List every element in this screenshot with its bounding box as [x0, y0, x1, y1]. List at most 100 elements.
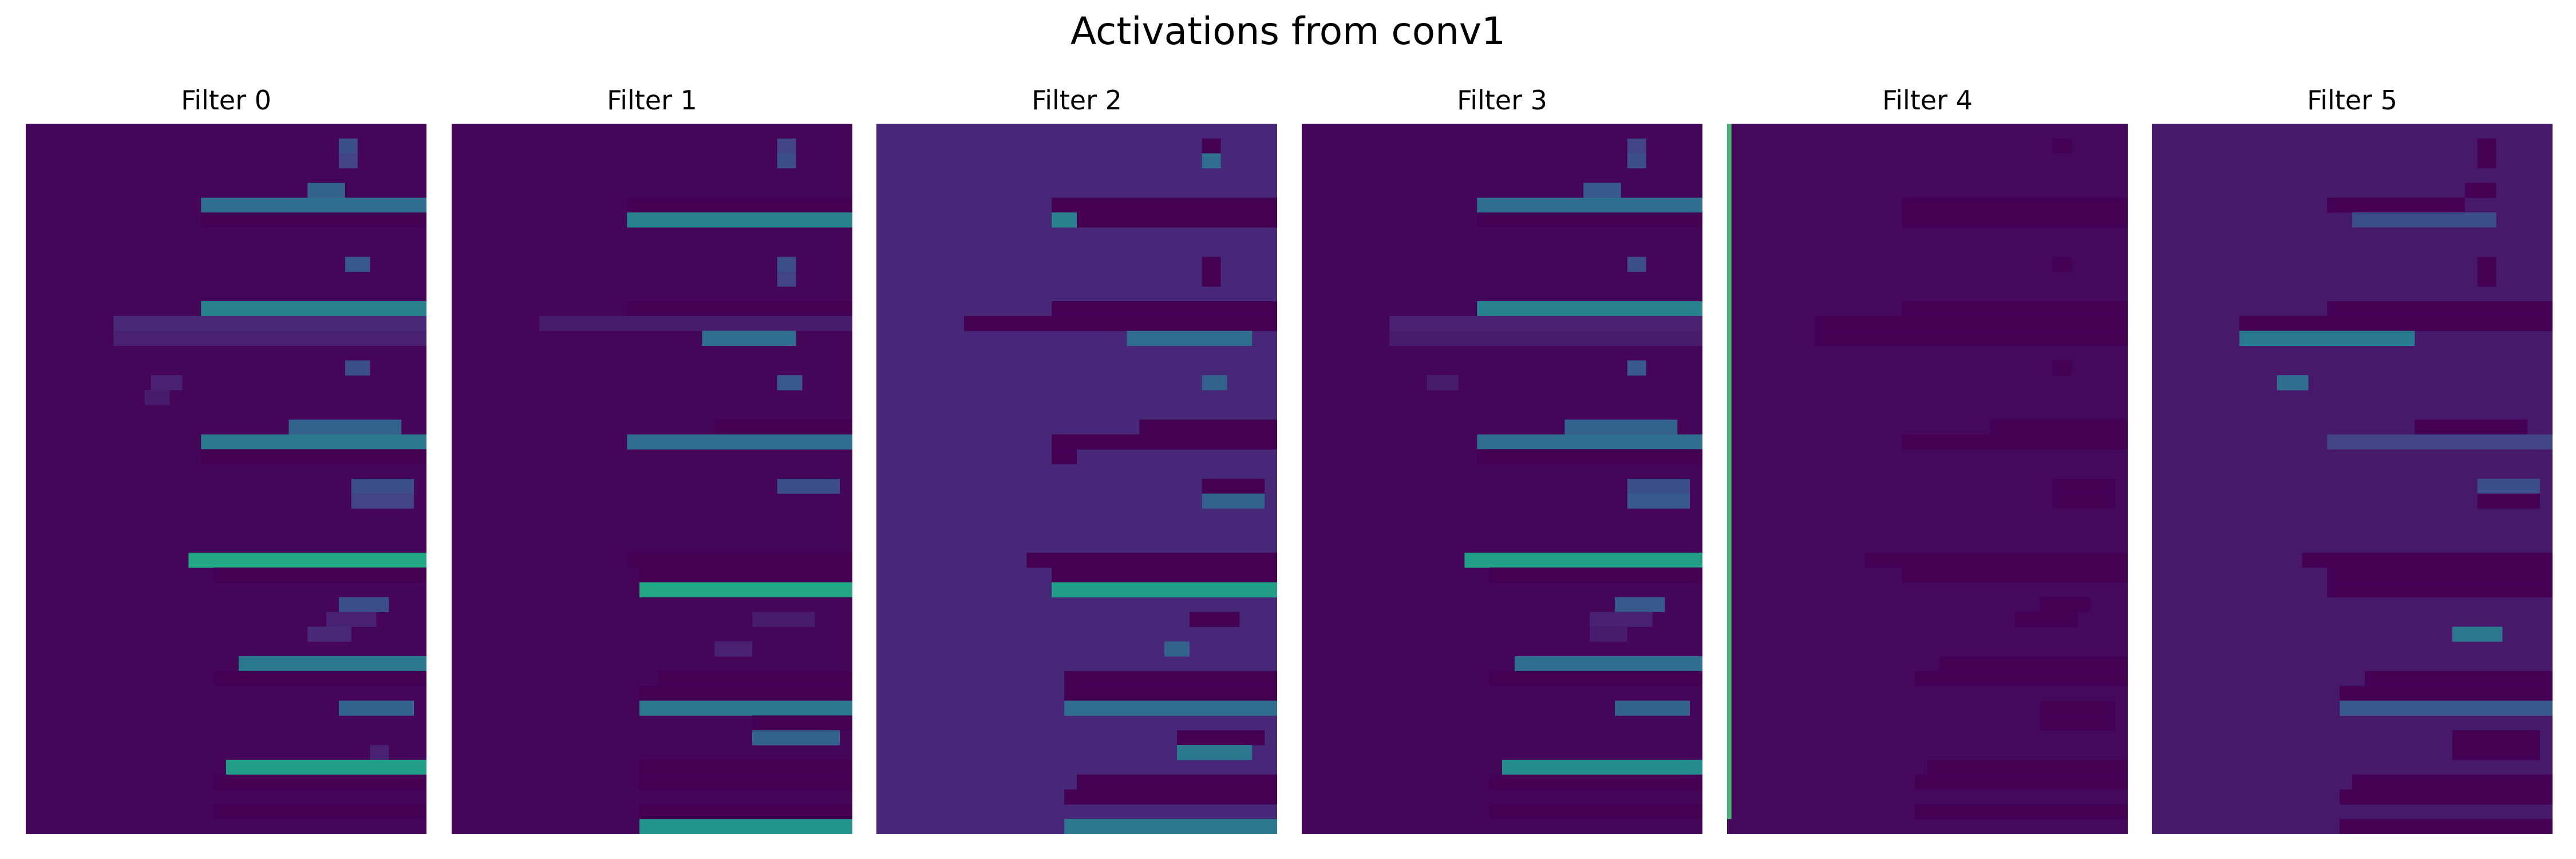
panel-title: Filter 2: [1032, 85, 1122, 116]
activation-band: [338, 138, 358, 154]
activation-band: [113, 316, 426, 332]
activation-band: [338, 700, 414, 716]
activation-band: [1477, 301, 1702, 317]
activation-band: [1815, 316, 2128, 332]
activation-band: [1627, 138, 1646, 154]
activation-band: [2052, 138, 2072, 154]
activation-band: [307, 183, 345, 198]
activation-band: [1202, 138, 1221, 154]
heatmap-image: [1727, 124, 2128, 834]
activation-band: [2464, 183, 2496, 198]
activation-band: [326, 612, 377, 627]
activation-band: [752, 715, 852, 731]
activation-band: [1627, 257, 1646, 272]
activation-band: [1389, 316, 1702, 332]
activation-band: [1077, 774, 1277, 790]
activation-band: [201, 434, 426, 450]
activation-band: [1490, 671, 1702, 687]
activation-band: [1915, 774, 2128, 790]
activation-band: [351, 479, 414, 494]
activation-band: [2327, 301, 2553, 317]
panel-title: Filter 5: [2307, 85, 2397, 116]
activation-band: [2352, 774, 2553, 790]
activation-band: [1052, 212, 1077, 228]
activation-band: [1902, 568, 2128, 583]
activation-band: [1177, 730, 1265, 746]
activation-band: [144, 390, 170, 405]
activation-band: [2327, 568, 2553, 583]
activation-band: [1202, 493, 1265, 509]
activation-band: [1627, 479, 1690, 494]
activation-band: [188, 553, 426, 568]
activation-band: [752, 612, 815, 627]
activation-band: [2452, 730, 2541, 746]
panel-title: Filter 1: [607, 85, 697, 116]
activation-band: [2477, 479, 2541, 494]
activation-band: [639, 700, 852, 716]
activation-band: [1202, 271, 1221, 287]
activation-band: [2340, 789, 2553, 805]
activation-band: [1583, 183, 1621, 198]
activation-band: [214, 568, 426, 583]
activation-band: [351, 493, 414, 509]
activation-band: [151, 375, 183, 391]
activation-band: [1064, 819, 1277, 834]
activation-band: [1902, 301, 2128, 317]
activation-band: [639, 759, 852, 775]
activation-band: [338, 153, 358, 168]
activation-band: [345, 360, 370, 376]
activation-band: [539, 316, 852, 332]
heatmap-image: [876, 124, 1277, 834]
activation-band: [1202, 375, 1227, 391]
activation-band: [2302, 553, 2553, 568]
activation-band: [964, 316, 1277, 332]
activation-band: [777, 271, 796, 287]
panel-title: Filter 3: [1457, 85, 1547, 116]
activation-band: [1464, 553, 1702, 568]
activation-band: [702, 330, 796, 346]
activation-band: [214, 804, 426, 819]
activation-band: [1202, 153, 1221, 168]
activation-band: [714, 641, 752, 657]
activation-band: [1490, 774, 1702, 790]
activation-band: [1052, 198, 1277, 213]
activation-band: [1590, 626, 1627, 642]
activation-band: [2052, 479, 2116, 494]
activation-band: [2052, 493, 2116, 509]
activation-band: [777, 479, 840, 494]
activation-band: [1052, 568, 1277, 583]
activation-band: [777, 375, 803, 391]
heatmap-image: [26, 124, 426, 834]
activation-band: [1614, 700, 1690, 716]
activation-band: [226, 759, 426, 775]
activation-band: [2040, 597, 2091, 612]
activation-band: [1477, 212, 1702, 228]
activation-band: [2277, 375, 2309, 391]
activation-band: [627, 434, 852, 450]
edge-activation: [1727, 124, 1732, 819]
activation-band: [2327, 434, 2553, 450]
activation-band: [1477, 449, 1702, 464]
activation-band: [2452, 745, 2541, 761]
activation-band: [1990, 419, 2128, 435]
activation-band: [777, 138, 796, 154]
activation-band: [1864, 553, 2128, 568]
activation-band: [639, 819, 852, 834]
panel-title: Filter 4: [1882, 85, 1973, 116]
activation-band: [1052, 301, 1277, 317]
activation-band: [2477, 153, 2496, 168]
activation-band: [201, 449, 426, 464]
activation-band: [1477, 434, 1702, 450]
activation-band: [2040, 715, 2116, 731]
activation-band: [201, 301, 426, 317]
activation-band: [777, 257, 796, 272]
figure-title: Activations from conv1: [1070, 9, 1506, 53]
activation-band: [2327, 198, 2465, 213]
activation-band: [113, 330, 426, 346]
activation-band: [289, 419, 402, 435]
activation-band: [1052, 582, 1277, 598]
activation-band: [639, 774, 852, 790]
activation-band: [238, 656, 426, 672]
activation-band: [1064, 685, 1277, 701]
activation-band: [627, 198, 852, 213]
